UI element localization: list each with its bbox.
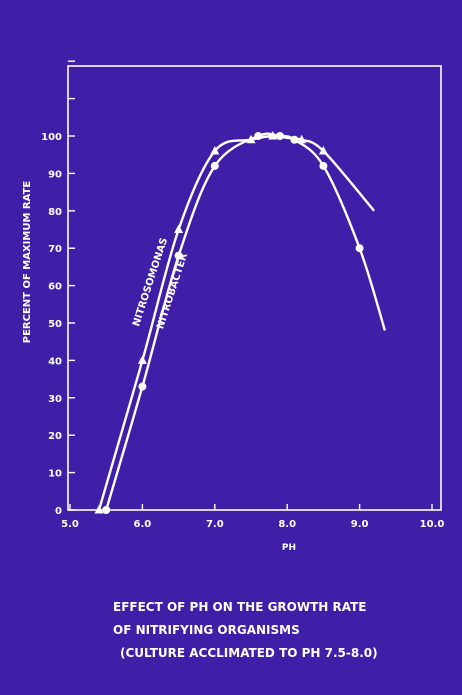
data-point-nitrobacter bbox=[254, 132, 263, 140]
data-point-nitrobacter bbox=[319, 161, 328, 170]
data-point-nitrobacter bbox=[174, 251, 183, 260]
data-point-nitrobacter bbox=[138, 382, 147, 391]
caption-line-3: (CULTURE ACCLIMATED TO PH 7.5-8.0) bbox=[120, 646, 378, 660]
y-tick-label: 60 bbox=[48, 282, 62, 293]
y-tick-label: 30 bbox=[48, 394, 62, 405]
y-tick-label: 20 bbox=[48, 431, 62, 442]
data-point-nitrosomonas bbox=[297, 134, 307, 144]
data-point-nitrosomonas bbox=[318, 145, 328, 155]
x-axis-label: PH bbox=[282, 543, 296, 553]
data-point-nitrosomonas bbox=[268, 131, 278, 140]
caption-line-1: EFFECT OF PH ON THE GROWTH RATE bbox=[113, 600, 367, 614]
y-tick-label: 10 bbox=[48, 469, 62, 480]
series-line-nitrobacter bbox=[105, 132, 387, 511]
x-tick-label: 9.0 bbox=[351, 519, 369, 530]
data-point-nitrobacter bbox=[102, 506, 111, 514]
y-tick-label: 0 bbox=[55, 506, 62, 517]
data-point-nitrosomonas bbox=[94, 505, 104, 514]
y-tick-label: 70 bbox=[48, 244, 62, 255]
y-axis-label: PERCENT OF MAXIMUM RATE bbox=[22, 181, 33, 344]
x-tick-label: 7.0 bbox=[206, 519, 224, 530]
data-point-nitrobacter bbox=[275, 132, 284, 140]
caption-line-2: OF NITRIFYING ORGANISMS bbox=[113, 623, 300, 637]
x-tick-label: 5.0 bbox=[61, 519, 79, 530]
data-point-nitrosomonas bbox=[174, 224, 184, 233]
x-tick-label: 6.0 bbox=[134, 519, 152, 530]
x-tick-label: 10.0 bbox=[420, 519, 445, 530]
data-point-nitrobacter bbox=[290, 135, 299, 144]
y-tick-label: 80 bbox=[48, 207, 62, 218]
plot-frame bbox=[67, 65, 442, 511]
y-tick-label: 50 bbox=[48, 319, 62, 330]
y-tick-label: 90 bbox=[48, 169, 62, 180]
data-point-nitrosomonas bbox=[246, 134, 256, 144]
data-point-nitrosomonas bbox=[210, 145, 220, 155]
x-tick-label: 8.0 bbox=[278, 519, 296, 530]
data-markers bbox=[94, 131, 364, 514]
y-tick-label: 100 bbox=[41, 132, 62, 143]
data-point-nitrosomonas bbox=[137, 355, 147, 364]
y-tick-label: 40 bbox=[48, 356, 62, 367]
data-point-nitrobacter bbox=[355, 244, 364, 253]
data-point-nitrobacter bbox=[210, 161, 219, 170]
axis-ticks: 0 10 20 30 40 50 60 70 80 90 100 5.0 6.0 7.0 8.0 9.0 10.… bbox=[41, 60, 445, 530]
